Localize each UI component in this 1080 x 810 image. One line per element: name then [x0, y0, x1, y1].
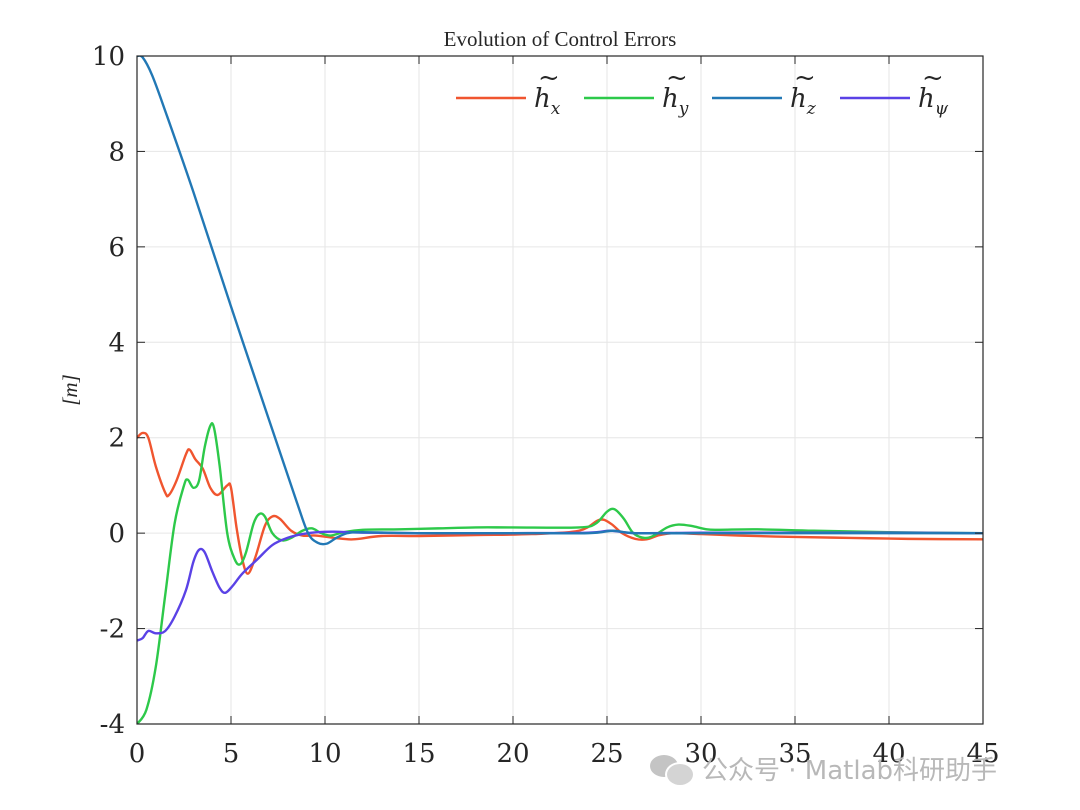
legend-tilde: ~ [538, 63, 560, 93]
tick-marks [136, 55, 984, 725]
y-tick-label: 6 [108, 233, 125, 263]
x-tick-label: 35 [778, 739, 811, 769]
watermark: 公众号 · Matlab科研助手 [650, 748, 997, 788]
x-tick-label: 30 [684, 739, 717, 769]
x-tick-label: 15 [402, 739, 435, 769]
series-line-hz [137, 56, 983, 546]
y-tick-label: -2 [100, 615, 125, 645]
legend-label-hy: hy [662, 84, 689, 119]
y-tick-label: 2 [108, 424, 125, 454]
legend-tilde: ~ [922, 63, 944, 93]
x-tick-label: 0 [129, 739, 146, 769]
series-line-hy [137, 422, 983, 724]
y-tick-label: 10 [92, 42, 125, 72]
watermark-text: 公众号 · Matlab科研助手 [702, 755, 998, 786]
wechat-icon [650, 751, 695, 787]
chart-title: Evolution of Control Errors [444, 27, 677, 51]
x-tick-labels: 0 5 10 15 20 25 30 35 40 45 [129, 739, 1000, 769]
legend-label-hx: hx [534, 84, 561, 119]
axes-box [136, 55, 984, 725]
x-tick-label: 10 [308, 739, 341, 769]
y-axis-label: [m] [58, 374, 82, 406]
series-line-hx [137, 431, 983, 575]
x-tick-label: 45 [966, 739, 999, 769]
y-tick-label: 4 [108, 328, 125, 358]
x-tick-label: 5 [223, 739, 240, 769]
y-tick-label: 8 [108, 137, 125, 167]
y-tick-label: -4 [100, 710, 125, 740]
plot-area [137, 56, 983, 724]
legend-tilde: ~ [794, 63, 816, 93]
y-tick-label: 0 [108, 519, 125, 549]
legend-label-hψ: hψ [918, 84, 949, 119]
y-tick-labels: -4 -2 0 2 4 6 8 10 [92, 42, 125, 740]
legend-tilde: ~ [666, 63, 688, 93]
x-tick-label: 40 [872, 739, 905, 769]
x-tick-label: 20 [496, 739, 529, 769]
legend: hx~hy~hz~hψ~ [456, 63, 949, 119]
x-tick-label: 25 [590, 739, 623, 769]
legend-label-hz: hz [790, 84, 817, 119]
series-group [137, 56, 983, 724]
